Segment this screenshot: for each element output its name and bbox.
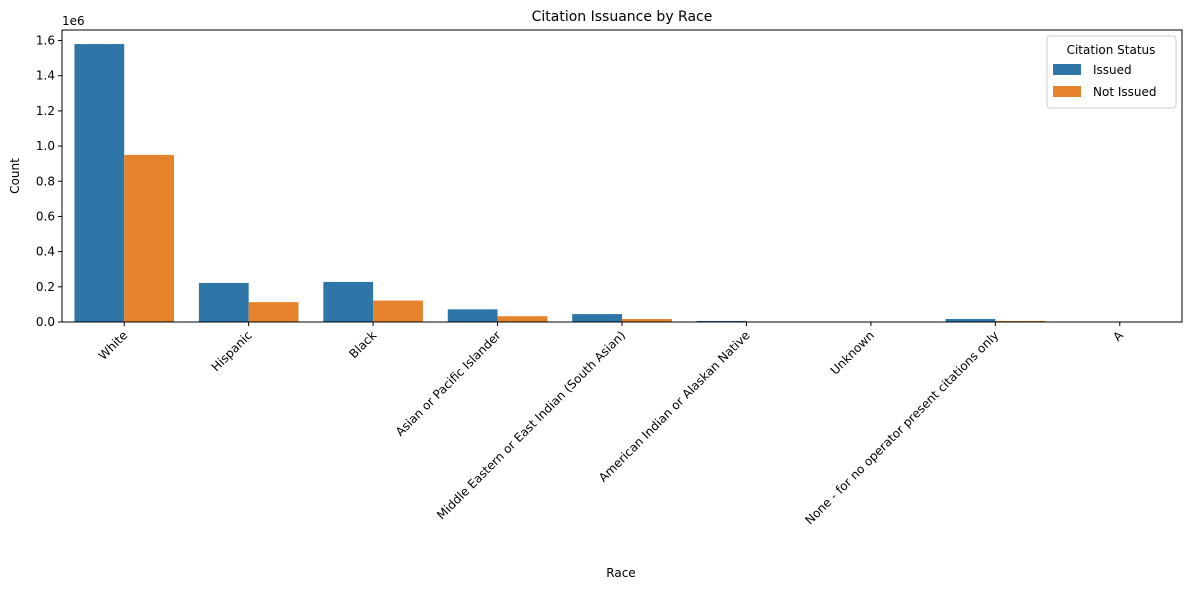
bar-issued [572, 314, 622, 322]
bar-issued [696, 320, 747, 322]
x-tick-label: Hispanic [209, 328, 255, 374]
plot-frame [61, 29, 1183, 323]
bars-group [74, 44, 1046, 322]
x-tick-label: Black [346, 328, 379, 361]
legend-swatch-not-issued [1053, 86, 1081, 97]
bar-not-issued [622, 319, 672, 322]
bar-issued [74, 44, 125, 322]
bar-not-issued [248, 302, 299, 322]
bar-not-issued [373, 300, 423, 322]
legend: Citation Status Issued Not Issued [1046, 35, 1177, 109]
y-tick-label: 1.2 [36, 104, 55, 118]
bar-issued [945, 319, 996, 322]
y-tick-label: 0.0 [36, 315, 55, 329]
x-tick-label: Middle Eastern or East Indian (South Asi… [434, 328, 628, 522]
y-tick-label: 1.6 [36, 34, 55, 48]
bar-issued [447, 309, 498, 322]
y-ticks-group: 0.0 0.2 0.4 0.6 0.8 1.0 1.2 1.4 1.6 [36, 34, 62, 329]
x-axis-title: Race [606, 566, 635, 580]
bar-not-issued [995, 320, 1046, 322]
legend-swatch-issued [1053, 64, 1081, 75]
chart-title: Citation Issuance by Race [532, 9, 713, 25]
x-ticks-group: White Hispanic Black Asian or Pacific Islan… [96, 322, 1126, 527]
y-axis-title: Count [8, 158, 22, 194]
bar-not-issued [497, 316, 548, 322]
legend-label-not-issued: Not Issued [1093, 85, 1157, 99]
y-tick-label: 0.6 [36, 209, 55, 223]
legend-title: Citation Status [1067, 43, 1156, 57]
x-tick-label: None - for no operator present citations… [802, 328, 1001, 527]
x-tick-label: White [96, 328, 131, 363]
bar-issued [323, 281, 374, 322]
x-tick-label: American Indian or Alaskan Native [596, 328, 753, 485]
y-tick-label: 1.0 [36, 139, 55, 153]
legend-label-issued: Issued [1093, 63, 1132, 77]
bar-not-issued [124, 154, 174, 322]
y-tick-label: 1.4 [36, 69, 55, 83]
bar-issued [198, 282, 249, 322]
x-tick-label: Unknown [828, 328, 877, 377]
y-tick-label: 0.8 [36, 174, 55, 188]
y-tick-label: 0.4 [36, 245, 55, 259]
y-axis-offset-label: 1e6 [62, 14, 85, 28]
x-tick-label: A [1110, 328, 1126, 344]
x-tick-label: Asian or Pacific Islander [393, 328, 504, 439]
y-tick-label: 0.2 [36, 280, 55, 294]
